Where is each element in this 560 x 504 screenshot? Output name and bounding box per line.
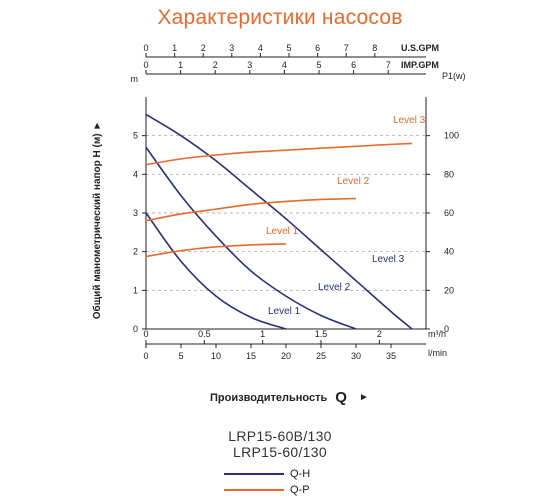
qp-curve-level-2 xyxy=(145,197,357,222)
bottom-tick-label-lmin: 25 xyxy=(316,351,326,361)
bottom-tick-label-lmin: 10 xyxy=(211,351,221,361)
bottom-tick-label-lmin: 20 xyxy=(281,351,291,361)
chart-title: Характеристики насосов xyxy=(157,6,403,29)
legend-qh-swatch xyxy=(224,473,284,475)
legend-qh: Q-H xyxy=(224,466,310,482)
top-tick-label: 7 xyxy=(344,43,349,53)
bottom-tick-label-lmin: 35 xyxy=(386,351,396,361)
bottom-tick-label-lmin: 0 xyxy=(143,351,148,361)
right-tick-label: 0 xyxy=(444,324,449,334)
x-title-symbol: Q xyxy=(335,389,347,406)
top-tick-label: 8 xyxy=(372,43,377,53)
bottom-tick-label-lmin: 15 xyxy=(246,351,256,361)
qh-curve-level-2 xyxy=(145,146,357,330)
bottom-tick-label-m3: 2 xyxy=(377,329,382,339)
qp-label-level-1: Level 1 xyxy=(266,226,299,237)
top-tick-label: 5 xyxy=(316,60,321,70)
top-axis-unit: IMP.GPM xyxy=(401,60,439,70)
left-tick-label: 1 xyxy=(133,285,138,295)
qh-label-level-2: Level 2 xyxy=(318,282,351,293)
bottom-tick-label-lmin: 30 xyxy=(351,351,361,361)
qh-curve-level-3 xyxy=(145,113,413,330)
bottom-axis-unit-m3: m³/h xyxy=(428,329,446,339)
x-title-arrow-icon: ► xyxy=(358,392,369,403)
y-axis-title: Общий манометрический напор H (м) ► xyxy=(91,121,103,320)
right-tick-label: 20 xyxy=(444,285,454,295)
left-tick-label: 5 xyxy=(133,131,138,141)
legend-qp: Q-P xyxy=(224,482,310,498)
model-2: LRP15-60/130 xyxy=(233,444,327,460)
bottom-tick-label-m3: 1.5 xyxy=(315,329,328,339)
top-axis-unit: U.S.GPM xyxy=(401,43,439,53)
top-tick-label: 0 xyxy=(143,60,148,70)
qp-curve-level-1 xyxy=(145,243,287,258)
top-tick-label: 1 xyxy=(172,43,177,53)
bottom-tick-label-m3: 1 xyxy=(260,329,265,339)
left-tick-label: 4 xyxy=(133,169,138,179)
top-tick-label: 0 xyxy=(143,43,148,53)
x-axis-title: Производительность Q ► xyxy=(210,389,369,406)
top-tick-label: 3 xyxy=(247,60,252,70)
right-axis-unit: P1(w) xyxy=(442,71,466,81)
x-title-text: Производительность xyxy=(210,391,328,404)
left-tick-label: 3 xyxy=(133,208,138,218)
legend-qp-swatch xyxy=(224,489,284,491)
left-tick-label: 2 xyxy=(133,247,138,257)
model-list: LRP15-60B/130 LRP15-60/130 xyxy=(0,428,560,460)
top-tick-label: 5 xyxy=(286,43,291,53)
bottom-tick-label-m3: 0 xyxy=(143,329,148,339)
left-tick-label: 0 xyxy=(133,324,138,334)
qp-label-level-2: Level 2 xyxy=(337,176,370,187)
qh-label-level-3: Level 3 xyxy=(372,254,405,265)
right-tick-label: 40 xyxy=(444,247,454,257)
top-tick-label: 4 xyxy=(282,60,287,70)
top-tick-label: 2 xyxy=(201,43,206,53)
top-tick-label: 6 xyxy=(315,43,320,53)
qh-curve-level-1 xyxy=(145,212,287,330)
top-tick-label: 2 xyxy=(213,60,218,70)
legend-qh-label: Q-H xyxy=(290,468,311,480)
qp-curve-level-3 xyxy=(145,142,413,166)
model-1: LRP15-60B/130 xyxy=(228,428,332,444)
top-tick-label: 6 xyxy=(351,60,356,70)
qp-label-level-3: Level 3 xyxy=(393,115,426,126)
labels: Level 1 Level 2 Level 3 Level 1 Level 2 Level… xyxy=(266,115,426,317)
bottom-axis-unit-lmin: l/min xyxy=(428,348,447,358)
qh-label-level-1: Level 1 xyxy=(268,306,301,317)
grid xyxy=(146,135,426,291)
legend-qp-label: Q-P xyxy=(290,484,310,496)
left-axis-unit: m xyxy=(131,74,139,84)
top-tick-label: 7 xyxy=(386,60,391,70)
right-tick-label: 80 xyxy=(444,169,454,179)
bottom-tick-label-m3: 0.5 xyxy=(198,329,211,339)
top-tick-label: 4 xyxy=(258,43,263,53)
bottom-tick-label-lmin: 5 xyxy=(178,351,183,361)
top-tick-label: 3 xyxy=(229,43,234,53)
series xyxy=(145,113,413,330)
right-tick-label: 60 xyxy=(444,208,454,218)
right-tick-label: 100 xyxy=(444,131,459,141)
top-tick-label: 1 xyxy=(178,60,183,70)
legend: Q-H Q-P xyxy=(224,466,310,498)
